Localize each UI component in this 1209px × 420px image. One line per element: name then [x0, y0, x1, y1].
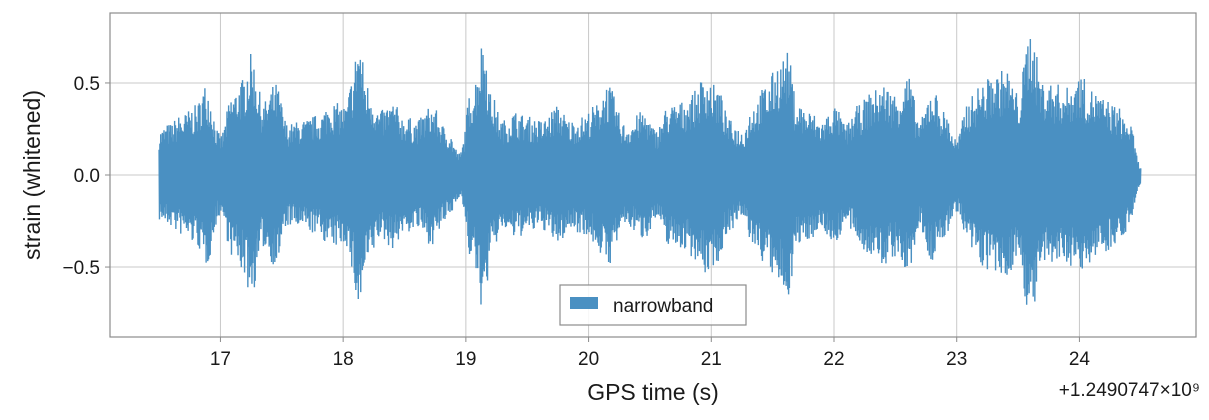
x-tick-label: 21: [701, 349, 722, 370]
x-tick-label: 20: [578, 349, 599, 370]
x-axis-ticks: 17 18 19 20 21 22 23 24: [210, 337, 1091, 370]
x-tick-label: 22: [823, 349, 844, 370]
series-narrowband: [158, 38, 1142, 305]
legend-swatch-narrowband: [570, 297, 598, 309]
y-axis-ticks: −0.5 0.0 0.5: [62, 74, 110, 279]
y-axis-label: strain (whitened): [19, 90, 45, 260]
x-tick-label: 23: [946, 349, 967, 370]
narrowband-strain-trace: [158, 38, 1142, 305]
legend: narrowband: [559, 284, 747, 326]
x-axis-offset-label: +1.2490747×10⁹: [1059, 380, 1200, 401]
x-axis-label: GPS time (s): [587, 379, 719, 405]
y-tick-label: 0.0: [74, 166, 100, 187]
y-tick-label: 0.5: [74, 74, 100, 95]
x-tick-label: 19: [455, 349, 476, 370]
x-tick-label: 24: [1069, 349, 1091, 370]
legend-label-narrowband: narrowband: [613, 296, 713, 317]
x-tick-label: 17: [210, 349, 231, 370]
y-tick-label: −0.5: [62, 258, 100, 279]
x-tick-label: 18: [333, 349, 354, 370]
